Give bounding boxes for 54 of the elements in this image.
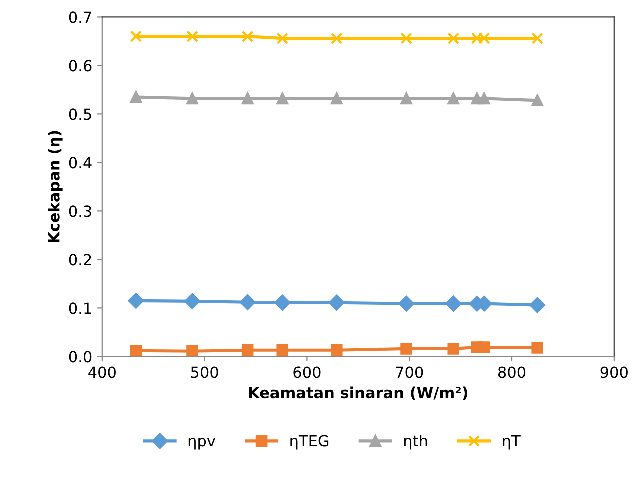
x-axis-title: Keamatan sinaran (W/m²) <box>249 386 468 400</box>
point <box>330 32 343 44</box>
point <box>186 30 198 43</box>
point <box>398 296 414 312</box>
point <box>240 294 256 310</box>
legend-label: ηT <box>503 435 521 450</box>
point <box>478 342 490 354</box>
y-tick-label: 0.1 <box>69 302 92 314</box>
point <box>130 91 142 104</box>
point <box>276 92 289 105</box>
point <box>400 343 412 355</box>
point <box>448 343 460 355</box>
point <box>448 32 460 44</box>
y-tick-label: 0.6 <box>69 60 92 72</box>
x-tick-label: 900 <box>600 366 628 378</box>
y-tick-label: 0.3 <box>69 206 92 218</box>
x-tick-label: 500 <box>191 366 218 378</box>
point <box>532 94 544 107</box>
point <box>448 92 460 105</box>
point <box>478 92 490 105</box>
point <box>532 342 544 354</box>
x-tick-label: 700 <box>396 366 424 378</box>
point <box>400 92 412 105</box>
y-tick-label: 0.5 <box>69 108 92 120</box>
point <box>276 344 289 356</box>
y-tick-label: 0.2 <box>69 254 92 266</box>
x-tick-label: 600 <box>294 366 321 378</box>
legend-label: ηth <box>404 434 428 450</box>
point <box>446 296 462 312</box>
point <box>242 92 254 105</box>
y-axis-title: Kcekapan (η) <box>48 131 63 243</box>
point <box>242 30 254 43</box>
point <box>130 30 142 43</box>
point <box>128 293 144 309</box>
point <box>274 294 291 311</box>
legend-label: ηTEG <box>290 435 329 450</box>
y-tick-label: 0.0 <box>69 351 92 363</box>
point <box>276 32 289 44</box>
y-tick-label: 0.4 <box>69 157 92 169</box>
x-tick-label: 400 <box>88 366 116 378</box>
point <box>242 344 254 356</box>
legend-label: ηpv <box>188 438 216 450</box>
point <box>186 92 198 105</box>
point <box>532 32 544 44</box>
point <box>186 345 198 357</box>
point <box>400 32 412 44</box>
point <box>530 297 546 314</box>
point <box>328 294 345 311</box>
y-tick-label: 0.7 <box>69 12 92 24</box>
point <box>130 344 142 357</box>
point <box>184 293 200 310</box>
x-tick-label: 800 <box>498 366 526 378</box>
point <box>330 92 343 105</box>
point <box>330 344 343 356</box>
